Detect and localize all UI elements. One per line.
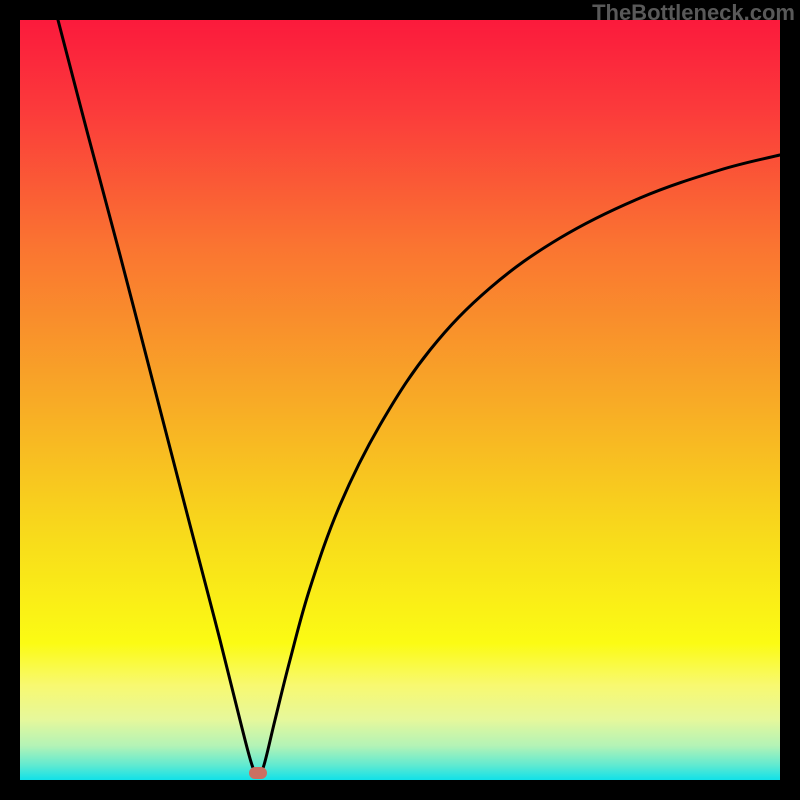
minimum-marker — [249, 767, 267, 779]
gradient-background — [20, 20, 780, 780]
watermark-text: TheBottleneck.com — [592, 0, 795, 26]
chart-container: TheBottleneck.com — [0, 0, 800, 800]
plot-area — [20, 20, 780, 780]
bottleneck-curve-chart — [20, 20, 780, 780]
